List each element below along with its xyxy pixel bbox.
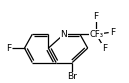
Text: Br: Br <box>67 72 77 81</box>
Text: F: F <box>110 28 115 37</box>
Text: F: F <box>94 12 99 21</box>
Text: F: F <box>6 44 11 53</box>
Text: N: N <box>61 30 67 39</box>
Text: F: F <box>102 44 107 53</box>
Text: CF₃: CF₃ <box>89 30 103 39</box>
